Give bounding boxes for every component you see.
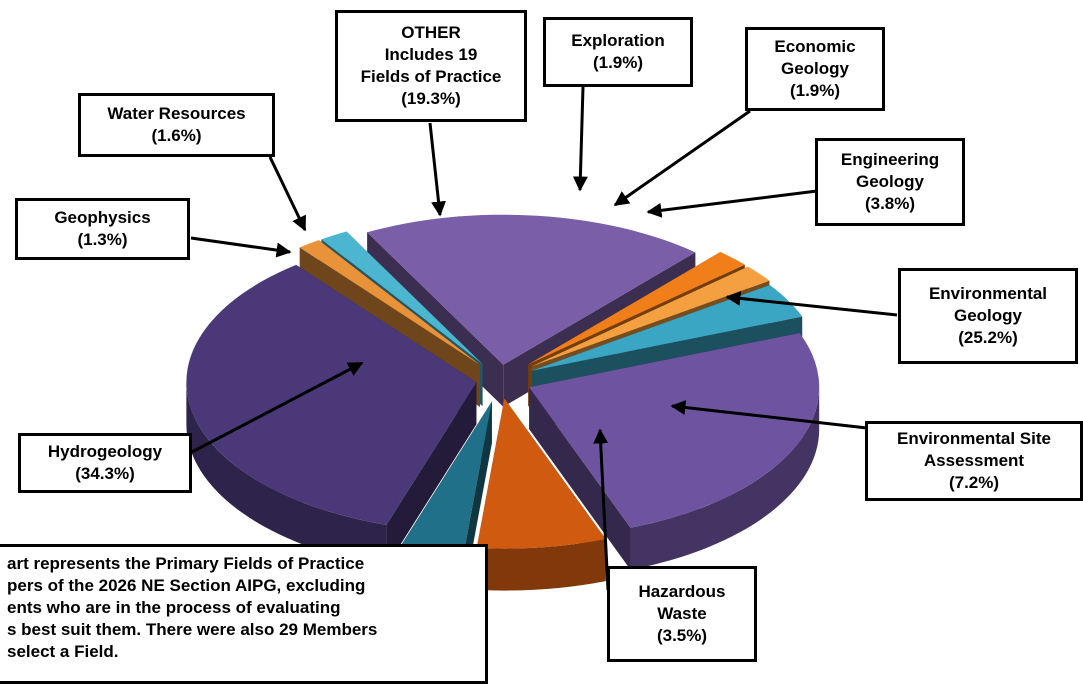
leader-arrow	[646, 188, 826, 218]
slice-label-text: Hazardous	[638, 582, 726, 601]
footnote-line: select a Field.	[7, 642, 119, 661]
slice-percent: (34.3%)	[75, 464, 135, 483]
slice-label: Hazardous Waste (3.5%)	[607, 566, 757, 662]
leader-arrow	[572, 86, 588, 192]
leader-arrow	[670, 400, 868, 430]
slice-label-text: Geology	[780, 59, 849, 78]
leader-lines	[190, 86, 898, 591]
slice-label: Hydrogeology (34.3%)	[18, 433, 192, 493]
slice-label-text: Waste	[657, 604, 707, 623]
pie-slice-top	[531, 285, 803, 371]
leader-arrow	[593, 428, 610, 591]
slice-label-text: Fields of Practice	[360, 67, 502, 86]
pie-slice-top	[531, 266, 770, 367]
pie-slice-side	[476, 539, 606, 591]
slice-percent: (7.2%)	[948, 473, 1000, 492]
pie-slice-top	[401, 401, 492, 551]
leader-arrow	[725, 290, 898, 317]
slice-label: Water Resources (1.6%)	[78, 93, 275, 157]
pie-slice-top	[367, 214, 696, 365]
leader-arrow	[613, 109, 751, 207]
slice-label: Environmental Geology (25.2%)	[898, 268, 1078, 364]
slice-label-text: Assessment	[923, 451, 1025, 470]
chart-footnote: art represents the Primary Fields of Pra…	[0, 544, 488, 684]
leader-arrow	[428, 122, 446, 217]
leader-arrow	[268, 156, 307, 232]
leader-arrow	[190, 236, 292, 258]
slice-label-text: Geology	[953, 306, 1022, 325]
slice-percent: (3.8%)	[864, 194, 916, 213]
slice-label-text: Environmental Site	[897, 429, 1051, 448]
pie-slices	[186, 214, 820, 593]
slice-percent: (19.3%)	[401, 89, 461, 108]
footnote-line: art represents the Primary Fields of Pra…	[7, 554, 365, 573]
slice-label-text: Economic	[774, 37, 856, 56]
slice-label-text: Geology	[855, 172, 924, 191]
slice-label-text: Engineering	[840, 150, 940, 169]
leader-arrow	[191, 361, 364, 454]
pie-slice-top	[528, 252, 745, 365]
pie-slice-top	[186, 264, 477, 525]
pie-slice-top	[321, 231, 483, 364]
footnote-line: s best suit them. There were also 29 Mem…	[7, 620, 378, 639]
slice-percent: (1.9%)	[592, 53, 644, 72]
pie-chart	[186, 86, 898, 593]
pie-slice-side	[630, 387, 820, 570]
pie-slice-top	[299, 240, 480, 365]
pie-slice-side	[186, 382, 387, 567]
slice-percent: (1.6%)	[151, 126, 202, 145]
slice-label: Geophysics (1.3%)	[15, 198, 190, 260]
slice-percent: (3.5%)	[656, 626, 708, 645]
slice-label-text: OTHER	[401, 23, 461, 42]
footnote-line: ents who are in the process of evaluatin…	[7, 598, 341, 617]
slice-label-text: Hydrogeology	[47, 442, 163, 461]
footnote-line: pers of the 2026 NE Section AIPG, exclud…	[7, 576, 366, 595]
slice-percent: (25.2%)	[958, 328, 1018, 347]
pie-slice	[186, 264, 477, 567]
slice-percent: (1.9%)	[789, 81, 841, 100]
slice-label-text: Exploration	[571, 31, 665, 50]
pie-slice-top	[476, 398, 606, 549]
slice-label: OTHER Includes 19 Fields of Practice (19.3%…	[335, 10, 527, 122]
slice-label: Economic Geology (1.9%)	[745, 27, 885, 111]
pie-slice-face	[386, 382, 477, 567]
slice-label-text: Environmental	[928, 284, 1048, 303]
slice-label: Engineering Geology (3.8%)	[815, 138, 965, 226]
slice-label-text: Water Resources	[107, 104, 246, 123]
pie-slice	[476, 398, 606, 591]
slice-label: Exploration (1.9%)	[543, 17, 693, 87]
slice-label-text: Geophysics	[54, 208, 151, 227]
slice-label-text: Includes 19	[384, 45, 478, 64]
slice-label: Environmental Site Assessment (7.2%)	[865, 421, 1083, 501]
slice-percent: (1.3%)	[77, 230, 128, 249]
